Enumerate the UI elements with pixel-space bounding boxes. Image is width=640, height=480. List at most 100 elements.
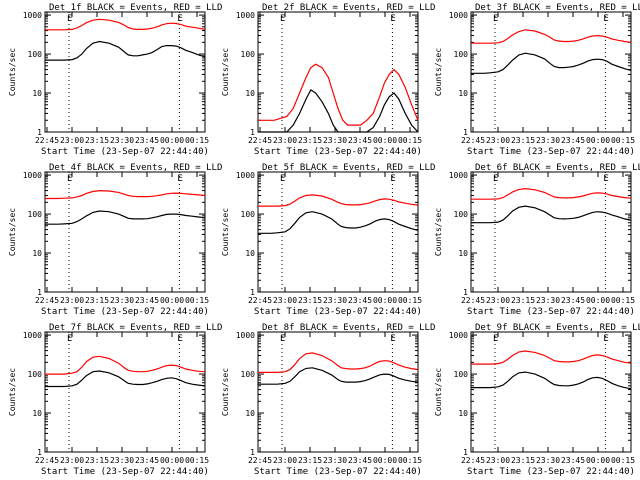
x-tick-label: 23:30	[536, 456, 560, 465]
y-tick-label: 100	[454, 370, 469, 379]
y-tick-label: 100	[28, 50, 43, 59]
y-axis-label: Counts/sec	[434, 208, 443, 256]
x-tick-label: 23:45	[561, 296, 585, 305]
y-tick-label: 100	[28, 210, 43, 219]
x-tick-label: 23:30	[323, 296, 347, 305]
time-marker-label: E	[177, 174, 182, 184]
plot-frame	[470, 11, 632, 133]
time-marker-label: E	[67, 14, 72, 24]
x-tick-label: 00:00	[160, 296, 184, 305]
x-axis-label: Start Time (23-Sep-07 22:44:40)	[254, 467, 422, 477]
y-tick-label: 10	[245, 409, 255, 418]
x-tick-label: 23:30	[110, 136, 134, 145]
x-tick-label: 22:45	[461, 456, 485, 465]
y-tick-label: 1000	[23, 171, 42, 180]
x-axis-label: Start Time (23-Sep-07 22:44:40)	[41, 147, 209, 157]
x-tick-label: 23:45	[561, 136, 585, 145]
x-tick-label: 23:15	[298, 296, 322, 305]
x-tick-label: 00:00	[586, 456, 610, 465]
x-tick-label: 23:00	[273, 136, 297, 145]
x-tick-label: 00:00	[586, 296, 610, 305]
y-axis-label: Counts/sec	[434, 368, 443, 416]
x-tick-label: 23:45	[348, 456, 372, 465]
detector-panel-1: Det 1f BLACK = Events, RED = LLD Counts/s…	[8, 3, 222, 157]
y-axis-label: Counts/sec	[8, 48, 17, 96]
events-series-line	[258, 367, 419, 385]
plot-frame	[44, 11, 206, 133]
y-tick-label: 1000	[236, 331, 255, 340]
time-marker-label: E	[390, 334, 395, 344]
x-tick-label: 00:15	[398, 136, 422, 145]
events-series-line	[258, 211, 419, 234]
y-tick-label: 100	[241, 370, 256, 379]
x-tick-label: 23:00	[486, 136, 510, 145]
panel-title: Det 6f BLACK = Events, RED = LLD	[475, 163, 640, 173]
x-tick-label: 23:45	[348, 136, 372, 145]
x-tick-label: 00:15	[611, 136, 635, 145]
y-tick-label: 100	[454, 50, 469, 59]
x-tick-label: 23:45	[135, 456, 159, 465]
detector-panel-9: Det 9f BLACK = Events, RED = LLD Counts/s…	[434, 323, 640, 477]
lld-series-line	[45, 18, 206, 31]
x-axis-label: Start Time (23-Sep-07 22:44:40)	[41, 307, 209, 317]
y-tick-label: 10	[245, 89, 255, 98]
panel-title: Det 3f BLACK = Events, RED = LLD	[475, 3, 640, 13]
detector-panel-4: Det 4f BLACK = Events, RED = LLD Counts/s…	[8, 163, 222, 317]
y-axis-label: Counts/sec	[221, 368, 230, 416]
x-tick-label: 00:00	[373, 136, 397, 145]
panel-title: Det 8f BLACK = Events, RED = LLD	[262, 323, 435, 333]
x-tick-label: 22:45	[248, 456, 272, 465]
lld-series-line	[471, 29, 632, 44]
panel-title: Det 9f BLACK = Events, RED = LLD	[475, 323, 640, 333]
panel-title: Det 5f BLACK = Events, RED = LLD	[262, 163, 435, 173]
x-tick-label: 23:00	[60, 296, 84, 305]
time-marker-label: E	[493, 14, 498, 24]
y-tick-label: 1	[37, 288, 42, 297]
x-tick-label: 23:30	[323, 456, 347, 465]
events-series-line	[471, 205, 632, 224]
time-marker-label: E	[603, 334, 608, 344]
time-marker-label: E	[280, 174, 285, 184]
y-tick-label: 100	[454, 210, 469, 219]
y-tick-label: 100	[241, 210, 256, 219]
x-tick-label: 23:00	[486, 456, 510, 465]
x-tick-label: 00:15	[185, 456, 209, 465]
x-axis-label: Start Time (23-Sep-07 22:44:40)	[254, 307, 422, 317]
plot-frame	[44, 331, 206, 453]
time-marker-label: E	[493, 174, 498, 184]
panel-title: Det 7f BLACK = Events, RED = LLD	[49, 323, 222, 333]
x-tick-label: 00:15	[398, 296, 422, 305]
y-tick-label: 1	[250, 448, 255, 457]
y-axis-label: Counts/sec	[221, 48, 230, 96]
time-marker-label: E	[177, 14, 182, 24]
y-tick-label: 10	[458, 409, 468, 418]
x-tick-label: 00:15	[185, 136, 209, 145]
x-tick-label: 00:15	[611, 456, 635, 465]
time-marker-label: E	[280, 14, 285, 24]
lld-series-line	[45, 189, 206, 200]
y-tick-label: 10	[458, 249, 468, 258]
y-tick-label: 100	[28, 370, 43, 379]
y-tick-label: 1	[250, 128, 255, 137]
time-marker-label: E	[280, 334, 285, 344]
lld-series-line	[258, 63, 419, 126]
events-series-line	[258, 89, 419, 133]
x-tick-label: 23:30	[323, 136, 347, 145]
y-tick-label: 1000	[23, 331, 42, 340]
y-tick-label: 1000	[23, 11, 42, 20]
y-tick-label: 1	[463, 128, 468, 137]
x-tick-label: 23:30	[536, 136, 560, 145]
x-axis-label: Start Time (23-Sep-07 22:44:40)	[467, 307, 635, 317]
x-tick-label: 00:15	[185, 296, 209, 305]
y-tick-label: 1000	[449, 171, 468, 180]
events-series-line	[45, 210, 206, 225]
lld-series-line	[471, 350, 632, 365]
y-tick-label: 10	[245, 249, 255, 258]
y-tick-label: 1000	[449, 11, 468, 20]
x-tick-label: 22:45	[35, 136, 59, 145]
detector-panel-8: Det 8f BLACK = Events, RED = LLD Counts/s…	[221, 323, 435, 477]
panel-title: Det 1f BLACK = Events, RED = LLD	[49, 3, 222, 13]
time-marker-label: E	[603, 14, 608, 24]
detector-panel-6: Det 6f BLACK = Events, RED = LLD Counts/s…	[434, 163, 640, 317]
x-tick-label: 23:15	[511, 456, 535, 465]
